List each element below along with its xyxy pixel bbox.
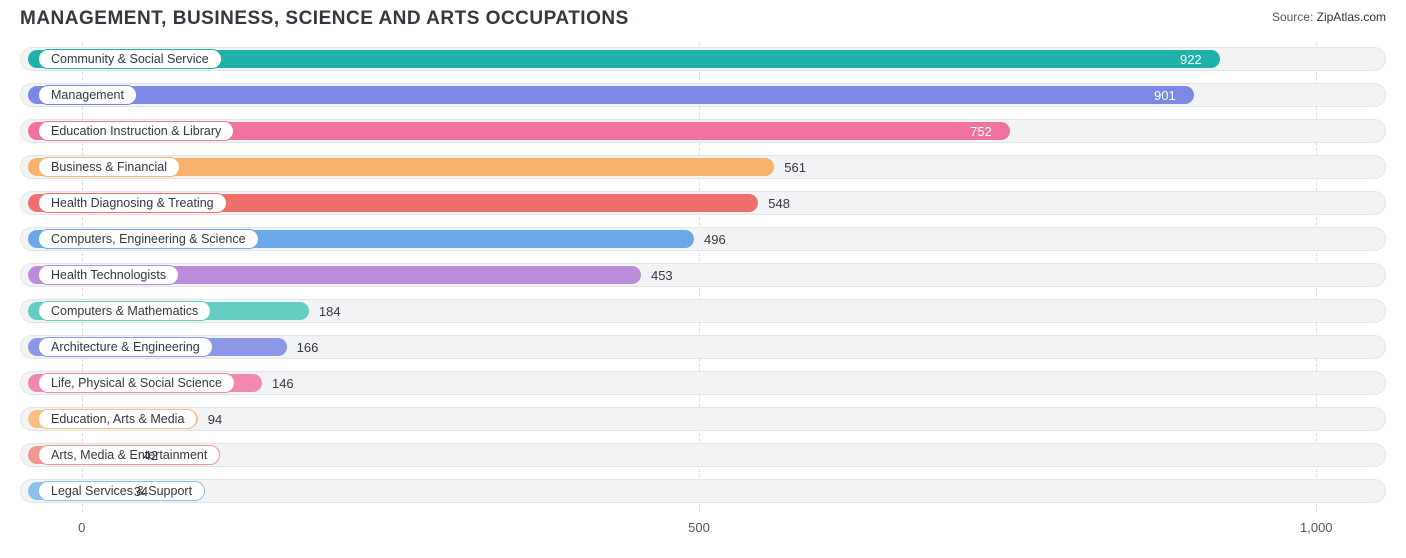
chart-title: MANAGEMENT, BUSINESS, SCIENCE AND ARTS O… — [20, 8, 629, 30]
value-label: 561 — [784, 158, 806, 176]
bar-row: Education Instruction & Library 752 — [20, 114, 1386, 148]
source-label: Source: — [1272, 10, 1313, 24]
source-site: ZipAtlas.com — [1317, 10, 1386, 24]
value-label: 901 — [1154, 86, 1176, 104]
bar-row: Education, Arts & Media 94 — [20, 402, 1386, 436]
value-label: 496 — [704, 230, 726, 248]
category-pill: Computers, Engineering & Science — [38, 229, 259, 249]
value-label: 184 — [319, 302, 341, 320]
value-label: 548 — [768, 194, 790, 212]
bar-track — [20, 479, 1386, 503]
value-label: 166 — [297, 338, 319, 356]
category-pill: Computers & Mathematics — [38, 301, 211, 321]
category-pill: Community & Social Service — [38, 49, 222, 69]
bar-row: Community & Social Service 922 — [20, 42, 1386, 76]
bar-track — [20, 443, 1386, 467]
bars-container: Community & Social Service 922 Management 9… — [20, 42, 1386, 512]
bar-row: Business & Financial 561 — [20, 150, 1386, 184]
bar-row: Health Technologists 453 — [20, 258, 1386, 292]
value-label: 752 — [970, 122, 992, 140]
bar-track — [20, 407, 1386, 431]
category-pill: Health Technologists — [38, 265, 179, 285]
value-label: 94 — [208, 410, 222, 428]
value-label: 453 — [651, 266, 673, 284]
x-tick: 0 — [78, 520, 85, 535]
chart-area: Community & Social Service 922 Management 9… — [20, 42, 1386, 512]
bar-row: Computers & Mathematics 184 — [20, 294, 1386, 328]
value-label: 34 — [134, 482, 148, 500]
source-attribution: Source: ZipAtlas.com — [1272, 8, 1386, 24]
category-pill: Arts, Media & Entertainment — [38, 445, 220, 465]
bar-row: Computers, Engineering & Science 496 — [20, 222, 1386, 256]
bar-row: Health Diagnosing & Treating 548 — [20, 186, 1386, 220]
bar-row: Legal Services & Support34 — [20, 474, 1386, 508]
bar-row: Arts, Media & Entertainment42 — [20, 438, 1386, 472]
x-axis: 0 500 1,000 — [20, 520, 1386, 540]
bar-row: Life, Physical & Social Science 146 — [20, 366, 1386, 400]
bar-row: Management 901 — [20, 78, 1386, 112]
category-pill: Life, Physical & Social Science — [38, 373, 235, 393]
x-tick: 1,000 — [1300, 520, 1333, 535]
category-pill: Health Diagnosing & Treating — [38, 193, 227, 213]
category-pill: Business & Financial — [38, 157, 180, 177]
category-pill: Architecture & Engineering — [38, 337, 213, 357]
value-label: 42 — [144, 446, 158, 464]
value-label: 922 — [1180, 50, 1202, 68]
value-label: 146 — [272, 374, 294, 392]
category-pill: Legal Services & Support — [38, 481, 205, 501]
category-pill: Education, Arts & Media — [38, 409, 197, 429]
bar — [28, 86, 1194, 104]
x-tick: 500 — [688, 520, 710, 535]
category-pill: Education Instruction & Library — [38, 121, 234, 141]
category-pill: Management — [38, 85, 137, 105]
bar-row: Architecture & Engineering 166 — [20, 330, 1386, 364]
